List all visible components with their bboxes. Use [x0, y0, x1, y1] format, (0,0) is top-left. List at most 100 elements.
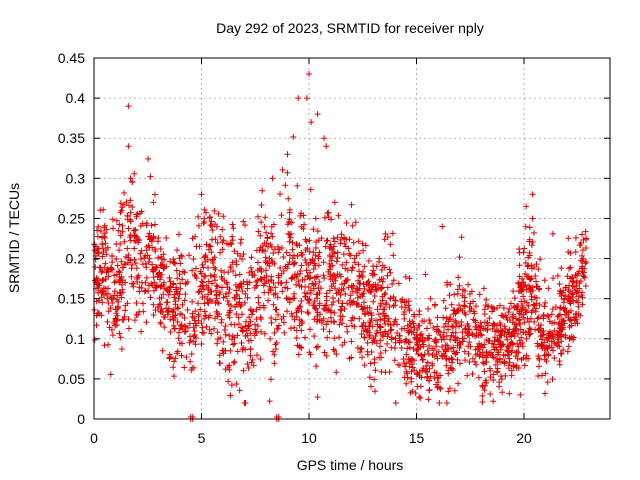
data-point: [372, 367, 379, 374]
data-point: [143, 274, 150, 281]
data-point: [496, 338, 503, 345]
data-point: [306, 71, 312, 78]
data-point: [434, 384, 441, 391]
data-point: [201, 293, 208, 300]
data-point: [502, 372, 509, 379]
data-point: [233, 258, 240, 265]
data-point: [247, 306, 254, 313]
data-point: [295, 95, 302, 102]
data-point: [578, 252, 585, 259]
data-point: [267, 287, 274, 294]
data-point: [112, 315, 119, 322]
data-point: [113, 255, 120, 262]
data-point: [199, 279, 206, 286]
data-point: [240, 367, 247, 374]
data-point: [191, 327, 198, 334]
data-point: [338, 231, 345, 238]
data-point: [198, 320, 205, 327]
data-point: [560, 299, 567, 306]
data-point: [392, 302, 399, 309]
data-point: [409, 388, 416, 395]
data-point: [117, 240, 124, 247]
data-point: [518, 334, 525, 341]
data-point: [124, 245, 131, 252]
data-point: [127, 197, 134, 204]
data-point: [564, 348, 571, 355]
data-point: [524, 315, 531, 322]
data-point: [145, 155, 152, 162]
data-point: [131, 170, 138, 177]
data-point: [107, 305, 114, 312]
data-point: [258, 276, 265, 283]
data-point: [390, 302, 397, 309]
data-point: [244, 361, 251, 368]
data-point: [192, 341, 199, 348]
data-point: [110, 225, 117, 232]
data-point: [255, 294, 262, 301]
data-point: [131, 245, 138, 252]
data-point: [479, 382, 486, 389]
data-point: [496, 320, 503, 327]
data-point: [469, 371, 476, 378]
data-point: [408, 368, 415, 375]
data-point: [489, 308, 496, 315]
data-point: [490, 398, 497, 405]
data-point: [143, 243, 150, 250]
data-point: [331, 347, 338, 354]
data-point: [330, 346, 337, 353]
data-point: [557, 304, 564, 311]
data-point: [155, 270, 162, 277]
data-point: [583, 244, 590, 251]
data-point: [116, 273, 123, 280]
data-point: [130, 283, 137, 290]
data-point: [295, 278, 302, 285]
data-point: [105, 308, 112, 315]
data-point: [316, 300, 323, 307]
data-point: [259, 247, 266, 254]
data-point: [377, 285, 384, 292]
data-point: [312, 245, 319, 252]
data-point: [225, 241, 232, 248]
data-point: [158, 253, 165, 260]
data-point: [479, 398, 486, 405]
data-point: [551, 319, 558, 326]
data-point: [476, 343, 483, 350]
y-tick-label: 0.3: [66, 170, 86, 186]
data-point: [284, 308, 291, 315]
data-point: [157, 283, 164, 290]
data-point: [275, 272, 282, 279]
data-point: [116, 330, 123, 337]
data-point: [127, 209, 134, 216]
data-point: [424, 325, 431, 332]
data-point: [526, 224, 533, 231]
data-point: [288, 275, 295, 282]
data-point: [556, 281, 563, 288]
data-point: [293, 281, 300, 288]
data-point: [360, 299, 367, 306]
data-point: [360, 290, 367, 297]
data-point: [536, 327, 543, 334]
data-point: [372, 333, 379, 340]
data-point: [198, 340, 205, 347]
data-point: [263, 229, 270, 236]
data-point: [174, 275, 181, 282]
data-point: [415, 336, 422, 343]
x-tick-label: 0: [90, 430, 98, 446]
data-point: [327, 241, 334, 248]
data-point: [286, 258, 293, 265]
data-point: [510, 363, 517, 370]
data-point: [389, 230, 396, 237]
data-point: [526, 275, 533, 282]
data-point: [302, 247, 309, 254]
data-point: [365, 287, 372, 294]
data-point: [521, 298, 528, 305]
data-point: [526, 238, 533, 245]
data-point: [273, 339, 280, 346]
y-tick-label: 0.15: [58, 291, 85, 307]
data-point: [445, 388, 452, 395]
data-point: [520, 279, 527, 286]
data-point: [542, 370, 549, 377]
data-point: [165, 291, 172, 298]
data-point: [116, 269, 123, 276]
data-point: [519, 306, 526, 313]
